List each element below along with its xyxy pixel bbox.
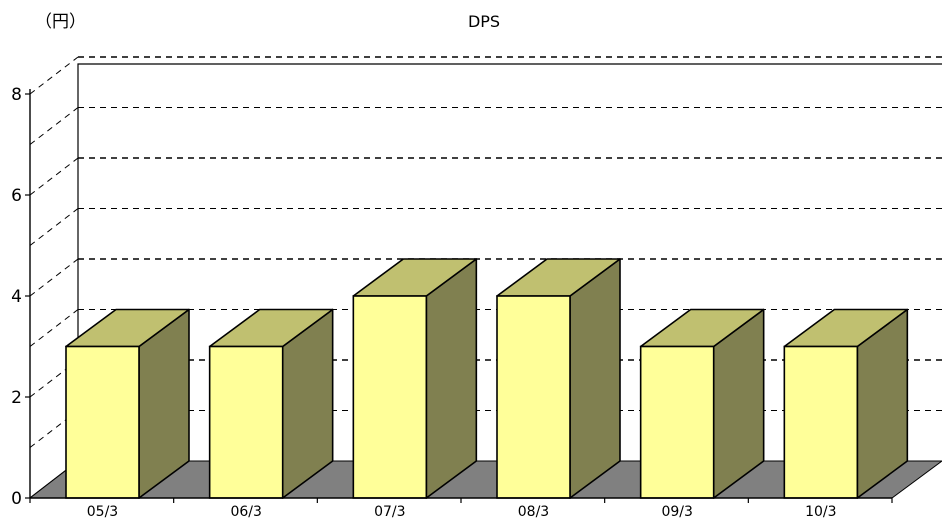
bar	[352, 258, 478, 499]
bar	[208, 308, 334, 499]
bar-front-face	[352, 295, 428, 499]
x-tick-label: 05/3	[87, 504, 118, 520]
gridline-side	[29, 309, 79, 347]
bar-front-face	[783, 345, 859, 499]
bar-front-face	[208, 345, 284, 499]
gridline-side	[29, 107, 79, 145]
x-tick-label: 09/3	[661, 504, 692, 520]
y-tick-label: 6	[11, 186, 22, 206]
bar	[639, 308, 765, 499]
bar-side-face	[425, 258, 478, 499]
y-axis-unit-label: （円）	[35, 12, 86, 32]
x-tick-label: 08/3	[518, 504, 549, 520]
bar	[65, 308, 190, 499]
y-tick-label: 4	[11, 287, 22, 307]
bar-front-face	[496, 295, 571, 499]
bar-front-face	[65, 345, 140, 499]
y-tick-label: 2	[11, 388, 22, 408]
gridline-side	[29, 56, 79, 95]
bar	[496, 258, 621, 499]
gridline-side	[29, 258, 79, 297]
x-tick-label: 07/3	[374, 504, 405, 520]
y-tick-label: 0	[11, 489, 22, 509]
chart-title: DPS	[468, 12, 500, 31]
gridline-side	[29, 157, 79, 196]
x-tick-label: 10/3	[805, 504, 836, 520]
y-tick-label: 8	[11, 85, 22, 105]
x-tick-label: 06/3	[230, 504, 261, 520]
gridline-side	[29, 208, 79, 246]
bar	[783, 308, 909, 499]
bar-front-face	[639, 345, 715, 499]
bar-side-face	[569, 258, 621, 499]
